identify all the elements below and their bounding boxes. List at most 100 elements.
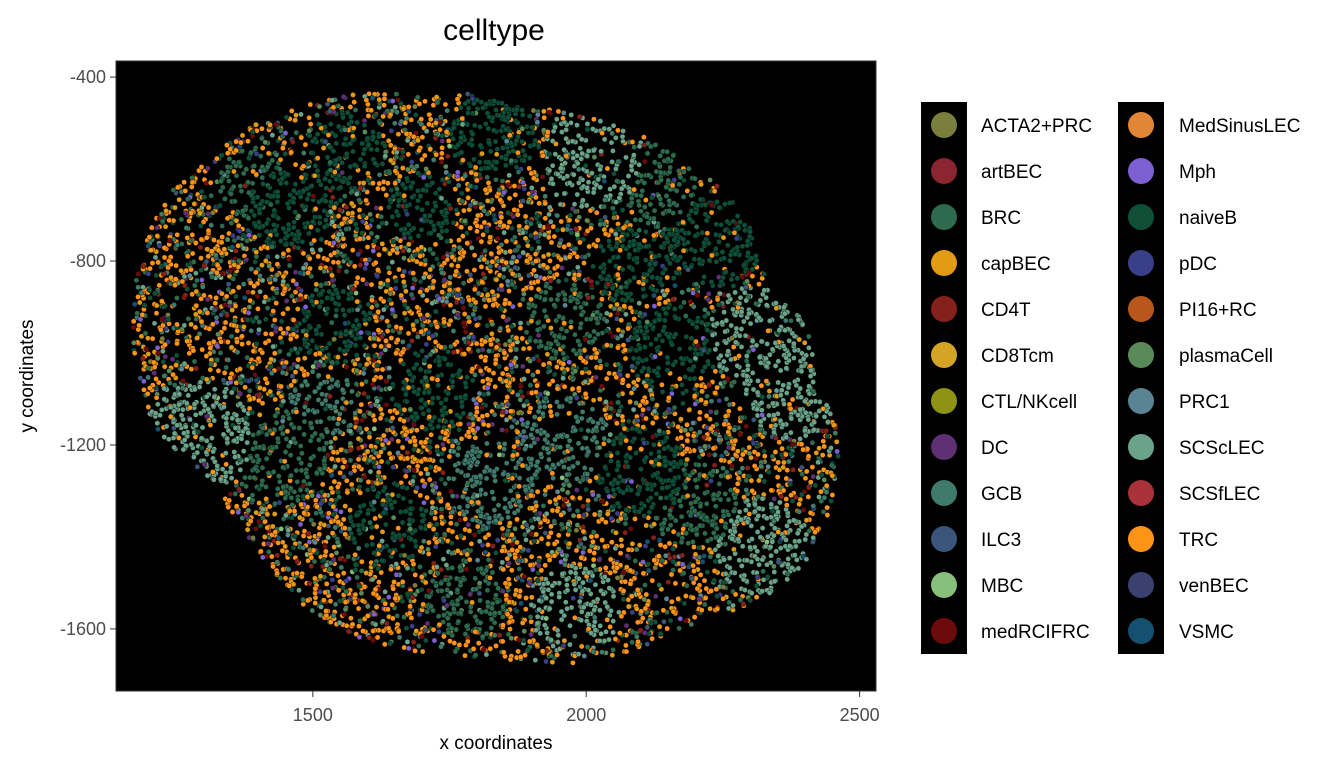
data-point [732,591,739,598]
data-point [701,273,707,280]
data-point [480,231,486,238]
data-point [341,312,348,318]
data-point [597,396,603,402]
data-point [205,165,211,172]
data-point [240,170,247,177]
data-point [512,264,519,271]
data-point [749,488,756,494]
data-point [430,278,437,285]
data-point [264,511,271,518]
data-point [653,336,660,343]
data-point [141,386,147,393]
data-point [412,572,419,578]
data-point [341,525,348,531]
data-point [254,293,261,300]
data-point [792,552,798,558]
data-point [564,582,570,588]
data-point [462,380,469,386]
data-point [659,526,665,533]
data-point [661,520,667,526]
data-point [288,240,295,247]
data-point [702,462,708,468]
data-point [174,231,180,238]
data-point [757,359,764,366]
data-point [614,510,621,517]
data-point [480,378,486,385]
data-point [584,126,591,133]
data-point [661,618,667,625]
data-point [259,464,266,471]
data-point [642,158,648,165]
data-point [215,367,222,374]
data-point [601,136,608,143]
data-point [561,244,568,250]
data-point [585,497,591,504]
data-point [548,218,554,225]
data-point [298,382,305,389]
data-point [427,569,434,575]
data-point [807,373,814,379]
data-point [426,212,433,219]
data-point [251,474,258,481]
data-point [475,347,482,354]
data-point [723,396,730,402]
data-point [554,296,561,303]
data-point [608,515,615,522]
data-point [666,540,673,547]
data-point [244,439,250,446]
data-point [399,579,406,585]
data-point [244,238,250,244]
data-point [487,148,494,155]
data-point [486,114,493,120]
data-point [402,391,409,398]
data-point [221,370,228,376]
data-point [528,618,535,625]
data-point [349,388,355,395]
data-point [449,565,456,571]
data-point [264,192,271,198]
data-point [488,616,495,622]
data-point [788,317,794,324]
data-point [196,384,203,390]
data-point [222,195,228,202]
data-point [318,298,325,305]
data-point [232,491,239,497]
data-point [559,486,566,493]
data-point [649,547,655,553]
data-point [558,218,565,225]
data-point [229,509,236,515]
data-point [549,507,556,514]
data-point [386,170,393,176]
data-point [227,299,233,306]
data-point [364,487,371,493]
data-point [406,517,413,523]
data-point [381,96,388,102]
data-point [373,604,380,610]
data-point [478,487,484,493]
data-point [198,164,205,170]
data-point [794,557,800,563]
data-point [420,512,427,519]
data-point [355,545,362,552]
data-point [644,641,651,648]
data-point [441,404,448,411]
data-point [603,327,610,334]
data-point [805,484,812,491]
data-point [659,337,666,344]
data-point [570,155,577,161]
data-point [766,388,773,394]
data-point [506,219,513,225]
data-point [798,368,805,375]
data-point [520,345,527,352]
data-point [321,268,328,275]
data-point [474,409,480,415]
data-point [283,180,290,186]
data-point [445,138,452,144]
data-point [691,375,698,382]
data-point [391,499,398,505]
data-point [566,270,572,277]
data-point [473,586,479,593]
data-point [295,244,302,251]
data-point [561,637,568,644]
data-point [550,223,557,230]
